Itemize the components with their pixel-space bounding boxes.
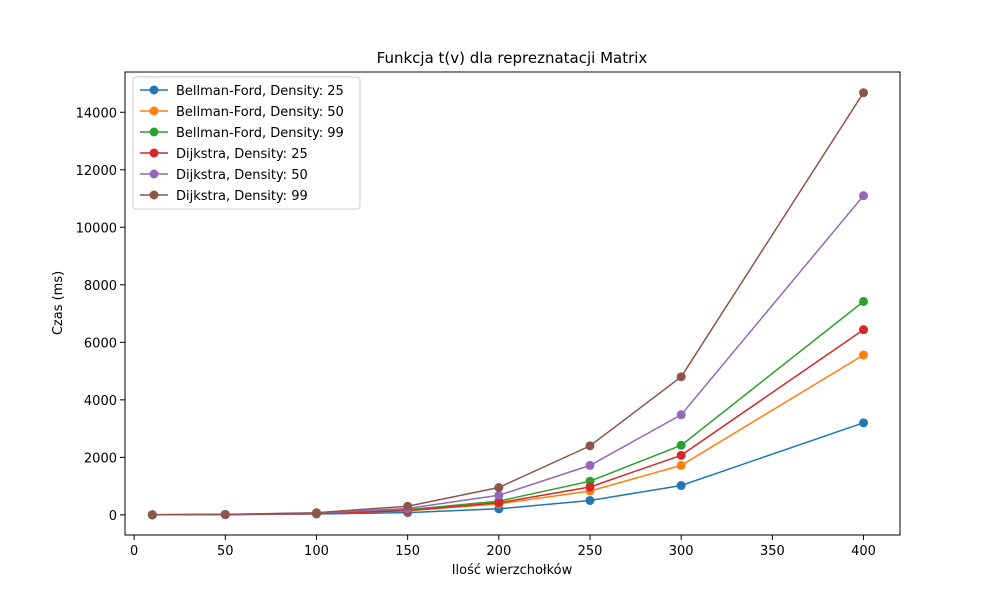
- legend-label: Bellman-Ford, Density: 50: [176, 105, 344, 120]
- legend-item: Dijkstra, Density: 25: [140, 147, 308, 162]
- legend-marker: [149, 148, 159, 158]
- legend-item: Dijkstra, Density: 99: [140, 189, 308, 204]
- series-1: [147, 418, 869, 520]
- x-tick-label: 250: [578, 544, 603, 559]
- series-2: [147, 350, 869, 520]
- y-tick-label: 4000: [84, 394, 117, 409]
- series-line: [152, 354, 864, 516]
- series-line: [152, 329, 864, 516]
- y-axis-label: Czas (ms): [51, 271, 66, 335]
- x-tick-label: 150: [395, 544, 420, 559]
- y-tick-label: 2000: [84, 451, 117, 466]
- data-point: [494, 498, 504, 508]
- legend: Bellman-Ford, Density: 25 Bellman-Ford, D…: [132, 76, 361, 210]
- y-tick-label: 6000: [84, 336, 117, 351]
- series-line: [152, 92, 865, 516]
- data-point: [859, 350, 869, 360]
- plot-area: 0 50 100 150 200 250 300 350 4000200040006000800…: [76, 71, 901, 559]
- legend-marker: [149, 190, 159, 200]
- y-tick-label: 0: [109, 509, 117, 524]
- legend-marker: [149, 106, 159, 116]
- data-point: [676, 460, 686, 470]
- x-tick-label: 400: [851, 544, 876, 559]
- x-tick-label: 350: [760, 544, 785, 559]
- x-tick-label: 200: [486, 544, 511, 559]
- legend-item: Dijkstra, Density: 50: [140, 168, 308, 183]
- legend-label: Bellman-Ford, Density: 99: [176, 126, 344, 141]
- data-point: [585, 495, 595, 505]
- data-point: [585, 482, 595, 492]
- legend-label: Dijkstra, Density: 99: [176, 189, 308, 204]
- legend-marker: [149, 169, 159, 179]
- data-point: [676, 372, 686, 382]
- data-point: [494, 483, 504, 493]
- data-point: [859, 325, 869, 335]
- legend-label: Dijkstra, Density: 50: [176, 168, 308, 183]
- chart-title: Funkcja t(v) dla repreznatacji Matrix: [377, 49, 648, 67]
- y-tick-label: 8000: [84, 279, 117, 294]
- x-tick-label: 0: [130, 544, 138, 559]
- x-tick-label: 50: [217, 544, 234, 559]
- data-point: [147, 510, 157, 520]
- data-point: [859, 418, 869, 428]
- data-point: [585, 460, 595, 470]
- y-tick-label: 10000: [76, 221, 117, 236]
- x-tick-label: 300: [669, 544, 694, 559]
- y-tick-label: 14000: [76, 106, 117, 121]
- legend-item: Bellman-Ford, Density: 99: [140, 126, 344, 141]
- legend-label: Bellman-Ford, Density: 25: [176, 84, 344, 99]
- data-point: [585, 441, 595, 451]
- series-4: [147, 325, 869, 520]
- legend-item: Bellman-Ford, Density: 25: [140, 84, 344, 99]
- data-point: [494, 490, 504, 500]
- legend-box: [132, 76, 361, 210]
- legend-item: Bellman-Ford, Density: 50: [140, 105, 344, 120]
- data-point: [859, 296, 869, 306]
- series-6: [147, 88, 869, 520]
- data-point: [676, 410, 686, 420]
- data-point: [859, 191, 869, 201]
- data-point: [676, 481, 686, 491]
- data-point: [220, 509, 230, 519]
- series-3: [147, 296, 869, 520]
- data-point: [859, 88, 869, 98]
- legend-marker: [149, 127, 159, 137]
- data-point: [403, 501, 413, 511]
- series-5: [147, 191, 869, 520]
- y-tick-label: 12000: [76, 164, 117, 179]
- legend-marker: [149, 85, 159, 95]
- series-line: [152, 195, 865, 516]
- x-tick-label: 100: [304, 544, 329, 559]
- legend-label: Dijkstra, Density: 25: [176, 147, 308, 162]
- data-point: [676, 450, 686, 460]
- data-point: [311, 508, 321, 518]
- data-point: [676, 440, 686, 450]
- axes-frame: [124, 71, 901, 536]
- x-axis-label: Ilość wierzchołków: [452, 563, 573, 578]
